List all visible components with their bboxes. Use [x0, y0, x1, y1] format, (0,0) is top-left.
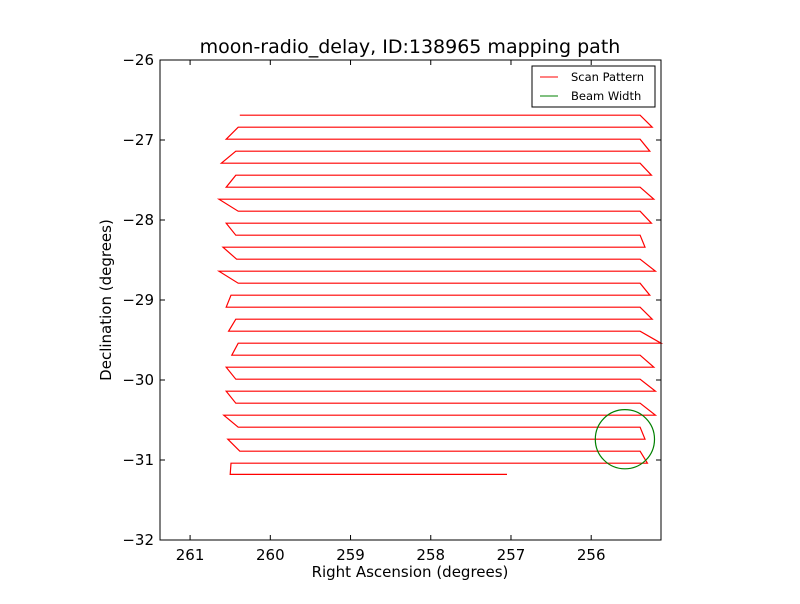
x-axis-label: Right Ascension (degrees)	[312, 563, 509, 581]
chart-title: moon-radio_delay, ID:138965 mapping path	[200, 36, 621, 58]
x-tick-label: 256	[577, 546, 606, 564]
y-tick-label: −31	[122, 451, 154, 469]
legend-box	[531, 65, 656, 108]
plot-area	[160, 60, 661, 540]
y-tick-label: −29	[122, 291, 154, 309]
x-tick-label: 259	[336, 546, 365, 564]
legend-label-beam: Beam Width	[571, 89, 641, 103]
legend-label-scan: Scan Pattern	[571, 70, 644, 84]
x-tick-label: 257	[497, 546, 526, 564]
x-tick-label: 260	[256, 546, 285, 564]
y-tick-label: −27	[122, 131, 154, 149]
x-tick-label: 261	[176, 546, 205, 564]
legend: Scan Pattern Beam Width	[531, 65, 656, 108]
scan-pattern-line	[216, 114, 664, 475]
y-tick-label: −28	[122, 211, 154, 229]
x-tick-label: 258	[416, 546, 445, 564]
y-tick-label: −26	[122, 51, 154, 69]
beam-width-circle	[594, 409, 656, 470]
y-tick-label: −30	[122, 371, 154, 389]
y-axis-label: Declination (degrees)	[97, 219, 115, 381]
y-tick-label: −32	[122, 531, 154, 549]
